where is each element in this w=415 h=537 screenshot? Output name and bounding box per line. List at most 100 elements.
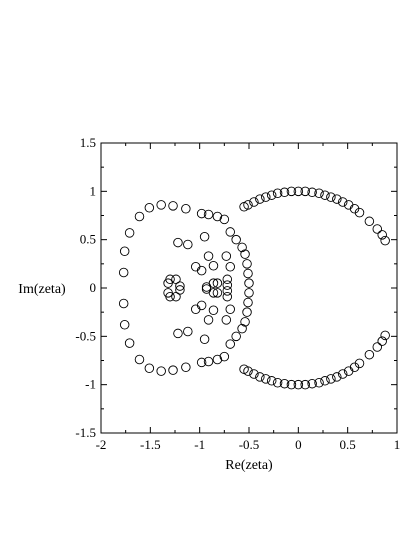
data-point — [225, 261, 236, 272]
data-point — [380, 235, 390, 246]
y-axis-label: Im(zeta) — [18, 282, 66, 297]
data-point — [203, 356, 214, 367]
data-point — [240, 317, 250, 327]
data-point — [242, 259, 252, 269]
data-point — [377, 230, 387, 240]
data-point — [134, 211, 145, 222]
plot-frame — [100, 142, 398, 434]
data-point — [231, 234, 241, 245]
data-point — [237, 323, 247, 334]
data-point — [196, 300, 207, 311]
y-tick-label: -1 — [85, 377, 96, 392]
data-point — [320, 190, 330, 200]
data-point — [314, 377, 324, 388]
data-point — [196, 357, 207, 368]
data-point — [243, 268, 253, 279]
data-point — [222, 280, 233, 290]
data-point — [225, 339, 236, 349]
data-point — [272, 188, 283, 199]
data-point — [196, 265, 207, 276]
data-point — [293, 379, 304, 390]
data-point — [212, 211, 223, 222]
data-point — [181, 203, 191, 214]
data-point — [266, 376, 277, 386]
data-point — [175, 285, 185, 295]
data-point — [332, 372, 342, 382]
x-tick-label: -1 — [194, 437, 205, 452]
data-point — [320, 376, 330, 386]
data-point — [243, 366, 253, 376]
data-point — [203, 315, 214, 325]
data-point — [249, 197, 259, 207]
data-point — [173, 237, 183, 248]
data-point — [307, 187, 317, 198]
data-point — [222, 274, 233, 285]
data-point — [286, 186, 297, 197]
data-point — [300, 186, 310, 197]
data-point — [286, 379, 297, 390]
data-point — [244, 278, 254, 288]
data-point — [222, 286, 233, 296]
data-point — [372, 224, 383, 234]
data-point — [244, 288, 254, 298]
data-point — [222, 291, 233, 302]
data-point — [279, 378, 290, 389]
data-point — [118, 267, 129, 278]
y-tick-label: -0.5 — [75, 328, 96, 343]
data-point — [266, 190, 277, 200]
data-point — [243, 200, 253, 210]
y-tick-label: -1.5 — [75, 425, 96, 440]
data-point — [332, 194, 342, 204]
data-point — [307, 378, 317, 389]
data-point — [201, 284, 212, 294]
data-point — [124, 338, 135, 348]
data-point — [190, 261, 201, 272]
data-point — [199, 334, 210, 344]
x-tick-label: 0.5 — [340, 437, 356, 452]
data-point — [124, 228, 135, 238]
data-point — [190, 304, 201, 315]
x-axis-label: Re(zeta) — [225, 458, 273, 473]
data-point — [337, 197, 348, 207]
data-point — [165, 274, 175, 285]
data-point — [261, 192, 271, 202]
y-tick-label: 1 — [90, 183, 97, 198]
data-point — [168, 201, 178, 211]
data-point — [212, 354, 223, 365]
data-point — [168, 365, 178, 375]
data-point — [300, 379, 310, 390]
data-point — [118, 298, 129, 309]
data-point — [380, 330, 390, 341]
data-point — [326, 192, 336, 202]
y-tick-label: 0 — [90, 280, 97, 295]
data-point — [221, 251, 232, 261]
data-point — [372, 342, 383, 352]
data-point — [249, 369, 259, 379]
data-points — [118, 186, 390, 390]
axis-ticks — [100, 142, 398, 434]
data-point — [377, 336, 387, 346]
data-point — [212, 288, 223, 298]
data-point — [183, 239, 193, 250]
data-point — [261, 374, 271, 384]
data-point — [183, 326, 193, 337]
data-point — [279, 187, 290, 198]
x-tick-label: 0 — [295, 437, 302, 452]
data-point — [212, 278, 223, 288]
data-point — [208, 305, 219, 315]
data-point — [237, 242, 247, 253]
data-point — [255, 372, 265, 382]
data-point — [199, 232, 210, 242]
data-point — [364, 216, 375, 227]
data-point — [242, 307, 252, 317]
data-point — [134, 354, 145, 365]
data-point — [354, 207, 365, 218]
data-point — [219, 351, 230, 362]
data-point — [243, 297, 253, 308]
data-point — [221, 315, 232, 325]
data-point — [173, 328, 183, 339]
data-point — [119, 246, 130, 257]
y-tick-label: 0.5 — [80, 232, 96, 247]
x-tick-label: -1.5 — [140, 437, 161, 452]
